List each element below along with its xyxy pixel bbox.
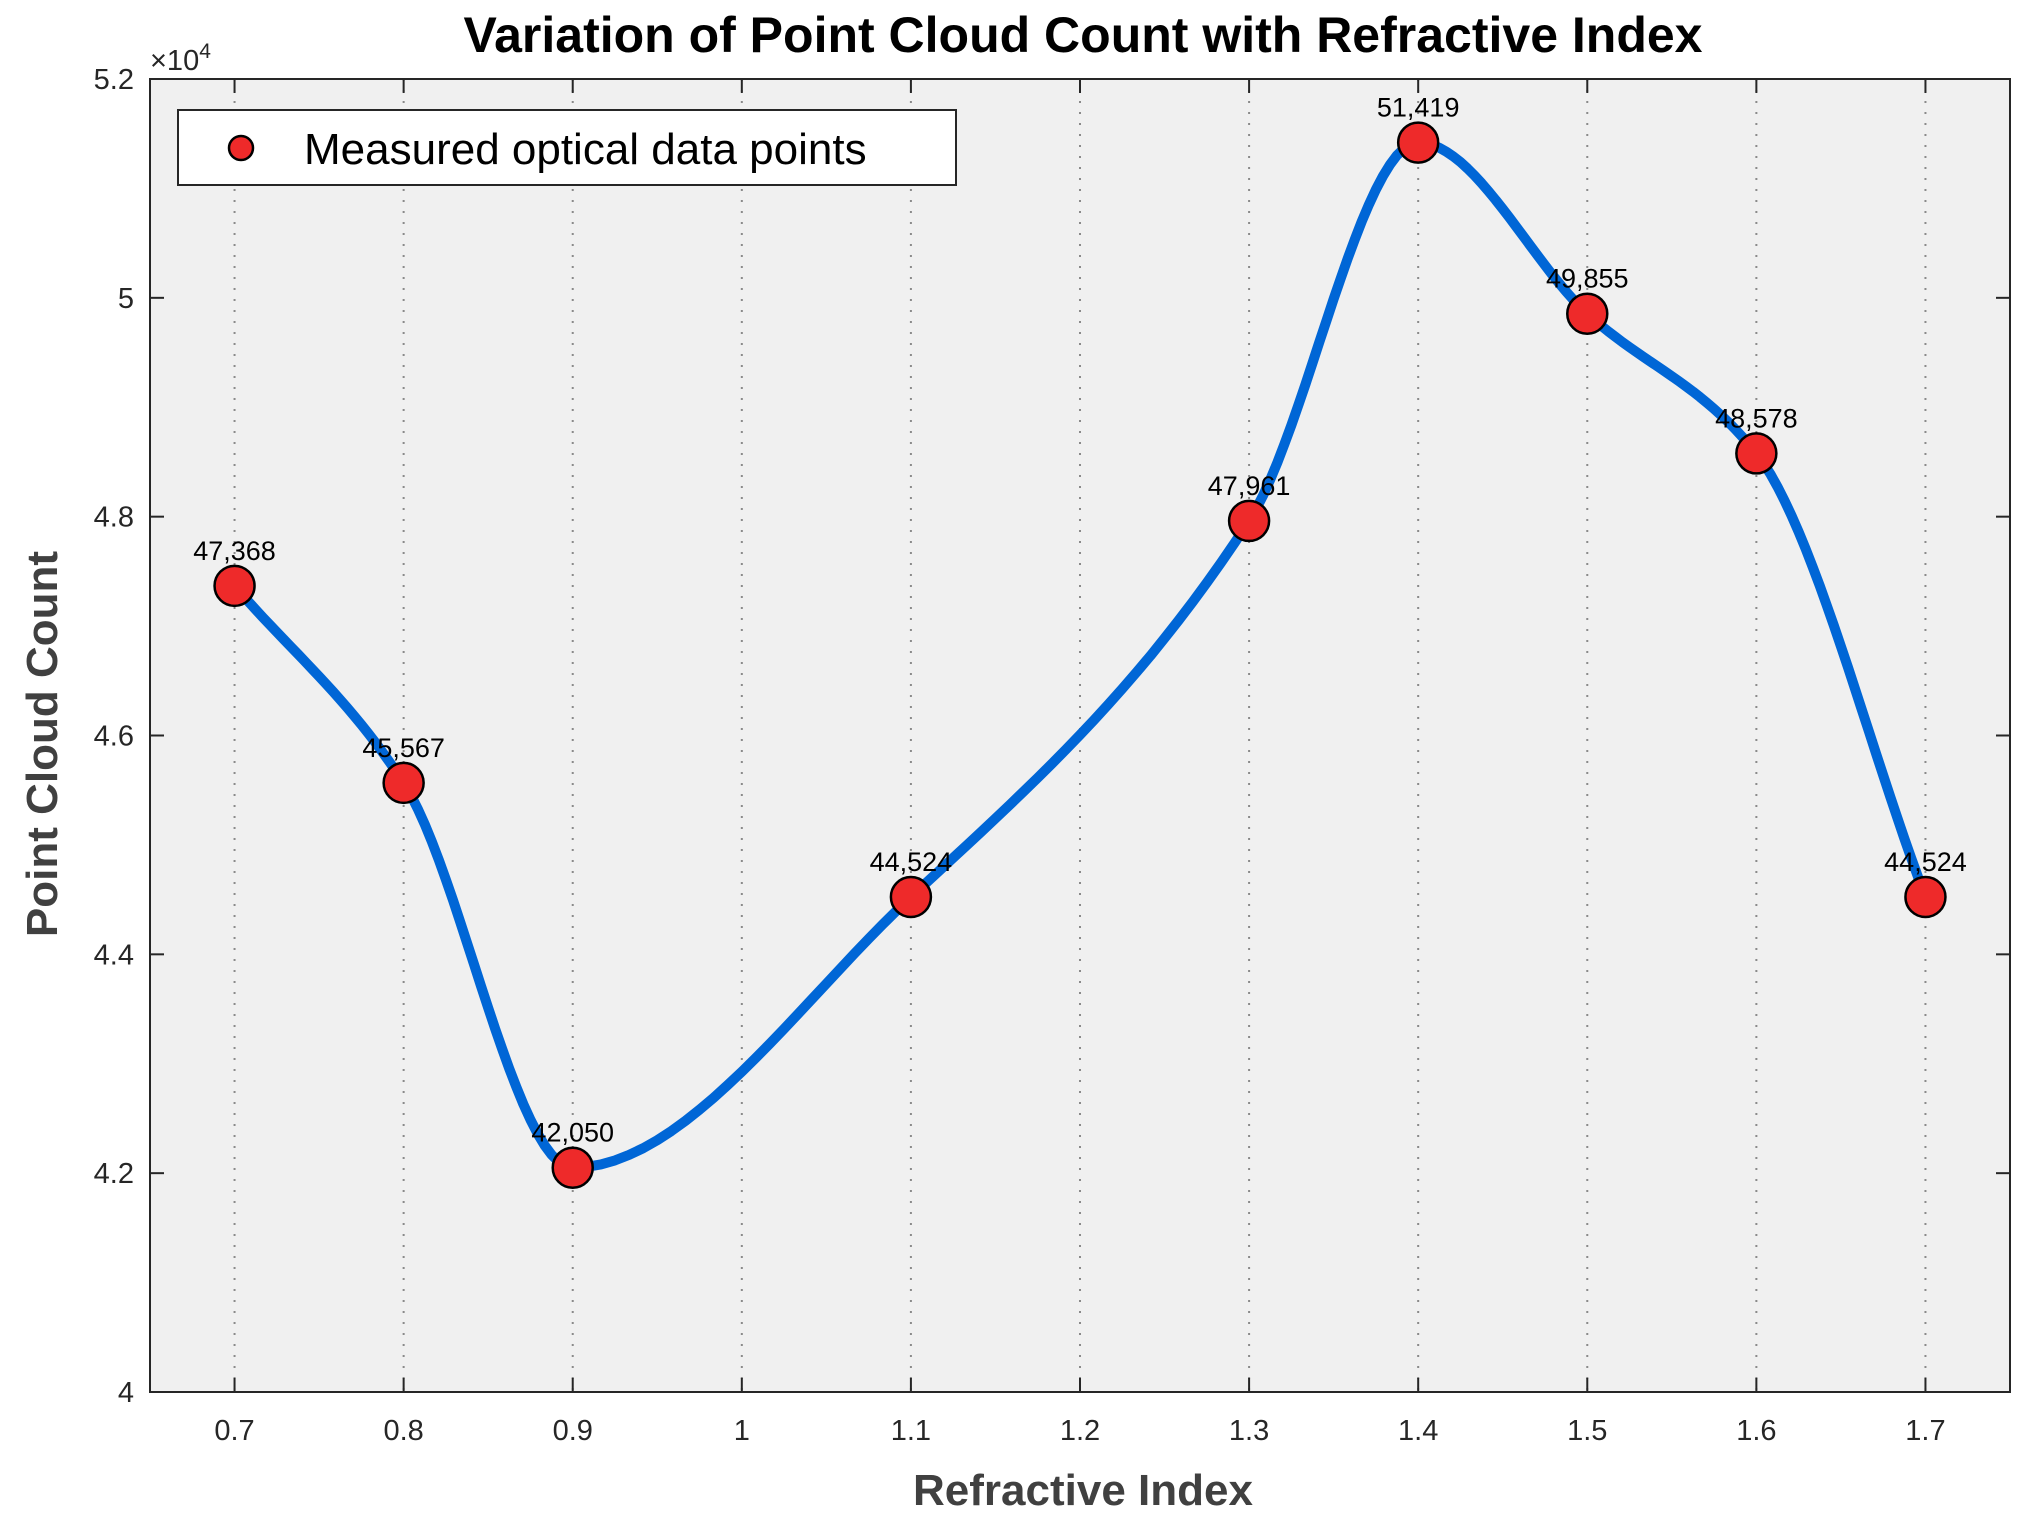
legend-marker-icon [227, 134, 255, 162]
x-tick-label: 1.6 [1736, 1415, 1776, 1447]
y-exponent: ×104 [150, 40, 211, 77]
y-exponent-power: 4 [199, 40, 211, 63]
data-point [551, 1146, 594, 1189]
data-point [1396, 121, 1440, 164]
y-tick-label: 4.2 [94, 1158, 134, 1190]
y-tick-labels: 4 4.2 4.4 4.6 4.8 5 5.2 [94, 64, 134, 1409]
y-exponent-prefix: ×10 [150, 45, 199, 77]
x-tick-label: 0.7 [214, 1415, 254, 1447]
data-point [213, 564, 256, 608]
data-label: 45,567 [362, 733, 445, 763]
x-tick-label: 1 [734, 1415, 750, 1447]
x-tick-label: 1.7 [1905, 1415, 1945, 1447]
y-tick-label: 5 [118, 283, 134, 315]
data-point [1904, 875, 1947, 919]
x-tick-label: 1.1 [891, 1415, 931, 1447]
data-point [1566, 292, 1609, 335]
legend-box [177, 109, 957, 186]
data-label: 47,961 [1208, 471, 1291, 501]
data-labels: 47,368 45,567 42,050 44,524 47,961 51,419 49,8… [193, 93, 1967, 1148]
data-markers [213, 121, 1947, 1189]
axis-ticks [150, 78, 2010, 1393]
data-point [889, 875, 933, 919]
data-point [382, 761, 425, 805]
data-label: 51,419 [1377, 93, 1460, 123]
chart-title: Variation of Point Cloud Count with Refr… [464, 7, 1703, 63]
data-label: 42,050 [531, 1118, 614, 1148]
y-tick-label: 4.4 [94, 939, 134, 971]
data-label: 47,368 [193, 536, 276, 566]
data-label: 44,524 [870, 847, 953, 877]
plot-frame [149, 78, 2011, 1393]
y-tick-label: 4 [118, 1377, 134, 1409]
x-tick-label: 1.5 [1567, 1415, 1607, 1447]
data-point [1735, 432, 1778, 475]
x-tick-label: 0.9 [553, 1415, 593, 1447]
legend: Measured optical data points [177, 109, 957, 186]
x-tick-label: 1.2 [1060, 1415, 1100, 1447]
data-label: 49,855 [1546, 264, 1629, 294]
x-axis-label: Refractive Index [913, 1466, 1253, 1515]
y-tick-label: 4.8 [94, 502, 134, 534]
x-tick-label: 1.3 [1229, 1415, 1269, 1447]
data-label: 44,524 [1884, 847, 1967, 877]
x-tick-label: 0.8 [383, 1415, 423, 1447]
data-point [1227, 499, 1271, 543]
legend-entry: Measured optical data points [304, 125, 867, 174]
data-label: 48,578 [1715, 403, 1798, 433]
y-tick-label: 5.2 [94, 64, 134, 96]
x-tick-label: 1.4 [1398, 1415, 1438, 1447]
y-tick-label: 4.6 [94, 721, 134, 753]
x-tick-labels: 0.7 0.8 0.9 1 1.1 1.2 1.3 1.4 1.5 1.6 1.7 [214, 1415, 1945, 1447]
y-axis-label: Point Cloud Count [18, 551, 67, 937]
